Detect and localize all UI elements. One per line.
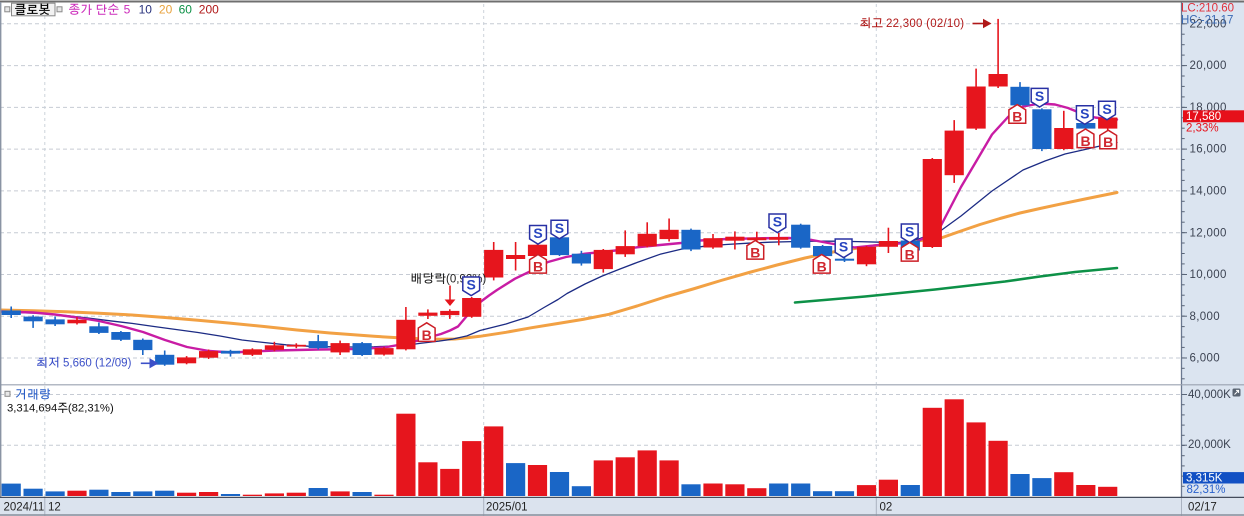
svg-text:16,000: 16,000 xyxy=(1190,144,1227,156)
svg-text:2,33%: 2,33% xyxy=(1186,123,1219,135)
svg-text:5: 5 xyxy=(124,3,131,17)
svg-text:(82,31%): (82,31%) xyxy=(68,403,114,415)
svg-text:6,000: 6,000 xyxy=(1190,353,1221,365)
svg-text:S: S xyxy=(1080,105,1089,121)
svg-text:B: B xyxy=(1080,133,1090,149)
svg-text:2025/01: 2025/01 xyxy=(486,502,528,514)
svg-text:20,000: 20,000 xyxy=(1190,60,1227,72)
svg-text:S: S xyxy=(1102,101,1111,117)
svg-text:B: B xyxy=(750,245,760,261)
svg-text:B: B xyxy=(817,259,827,275)
svg-text:60: 60 xyxy=(179,3,193,17)
svg-text:02: 02 xyxy=(880,502,893,514)
svg-text:12,000: 12,000 xyxy=(1190,227,1227,239)
svg-text:S: S xyxy=(533,225,542,241)
svg-text:B: B xyxy=(1012,109,1022,125)
svg-text:22,300 (02/10): 22,300 (02/10) xyxy=(886,18,964,30)
svg-text:10,000: 10,000 xyxy=(1190,269,1227,281)
svg-text:20,000K: 20,000K xyxy=(1188,439,1231,451)
svg-text:S: S xyxy=(467,277,476,293)
svg-text:HC:-21.17: HC:-21.17 xyxy=(1181,14,1233,26)
svg-text:2024/11: 2024/11 xyxy=(4,502,45,514)
svg-text:82,31%: 82,31% xyxy=(1187,484,1226,496)
svg-text:3,314,694: 3,314,694 xyxy=(7,403,57,415)
svg-text:20: 20 xyxy=(159,3,173,17)
svg-text:B: B xyxy=(533,259,543,275)
svg-text:LC:210.60: LC:210.60 xyxy=(1181,3,1234,15)
svg-text:S: S xyxy=(905,224,914,240)
svg-text:B: B xyxy=(1103,134,1113,150)
svg-text:40,000K: 40,000K xyxy=(1188,389,1231,401)
svg-text:3,315K: 3,315K xyxy=(1186,473,1223,485)
svg-text:S: S xyxy=(839,239,848,255)
svg-text:5,660 (12/09): 5,660 (12/09) xyxy=(63,358,132,370)
svg-text:B: B xyxy=(422,327,432,343)
svg-text:17,580: 17,580 xyxy=(1186,111,1221,123)
svg-text:12: 12 xyxy=(48,502,61,514)
svg-text:S: S xyxy=(555,220,564,236)
svg-text:S: S xyxy=(1035,88,1044,104)
svg-text:S: S xyxy=(773,214,782,230)
svg-text:8,000: 8,000 xyxy=(1190,311,1221,323)
svg-text:22,000: 22,000 xyxy=(1190,18,1227,30)
svg-text:14,000: 14,000 xyxy=(1190,186,1227,198)
svg-text:02/17: 02/17 xyxy=(1188,502,1217,514)
svg-text:200: 200 xyxy=(199,3,219,17)
svg-text:10: 10 xyxy=(139,3,153,17)
svg-text:B: B xyxy=(905,247,915,263)
